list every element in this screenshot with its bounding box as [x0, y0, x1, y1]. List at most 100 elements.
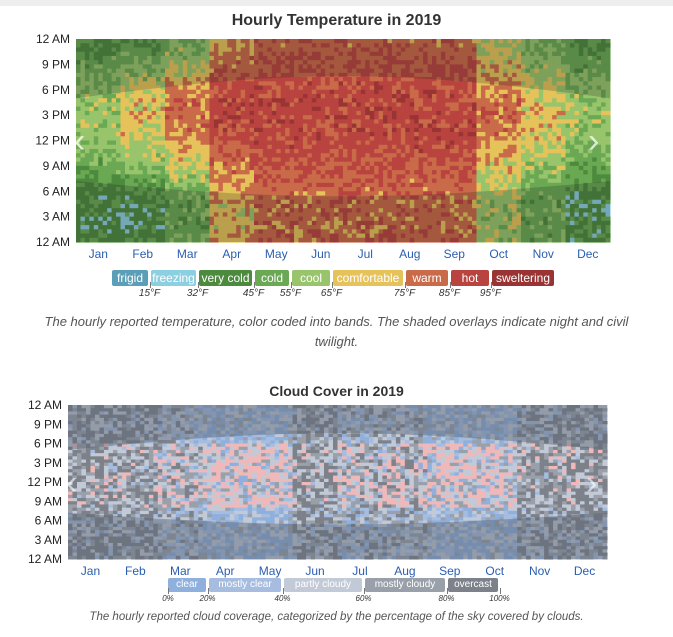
- heatmap-cell: [93, 77, 99, 82]
- heatmap-cell: [173, 68, 179, 74]
- heatmap-cell: [165, 220, 171, 226]
- heatmap-cell: [102, 233, 108, 239]
- heatmap-cell: [76, 102, 82, 108]
- heatmap-cell: [124, 127, 130, 133]
- heatmap-cell: [93, 161, 99, 167]
- heatmap-cell: [165, 195, 171, 201]
- heatmap-cell: [89, 220, 95, 226]
- heatmap-cell: [102, 208, 108, 213]
- heatmap-cell: [84, 153, 90, 159]
- heatmap-cell: [89, 178, 95, 184]
- heatmap-cell: [129, 110, 135, 116]
- heatmap-cell: [160, 182, 166, 188]
- heatmap-cell: [84, 39, 90, 44]
- heatmap-cell: [138, 85, 144, 91]
- heatmap-cell: [76, 132, 82, 137]
- heatmap-cell: [169, 102, 175, 108]
- heatmap-cell: [89, 225, 95, 230]
- heatmap-cell: [156, 208, 162, 213]
- heatmap-cell: [111, 115, 117, 120]
- heatmap-cell: [76, 140, 82, 146]
- heatmap-cell: [138, 51, 144, 57]
- heatmap-cell: [182, 106, 188, 112]
- heatmap-cell: [76, 98, 82, 104]
- heatmap-cell: [160, 39, 166, 44]
- heatmap-cell: [178, 136, 184, 142]
- heatmap-cell: [138, 72, 144, 78]
- heatmap-cell: [156, 153, 162, 159]
- heatmap-cell: [173, 220, 179, 226]
- heatmap-cell: [151, 93, 157, 99]
- heatmap-cell: [116, 115, 122, 120]
- heatmap-cell: [178, 93, 184, 99]
- heatmap-cell: [178, 165, 184, 171]
- heatmap-cell: [173, 64, 179, 70]
- heatmap-cell: [138, 212, 144, 218]
- heatmap-cell: [124, 178, 130, 184]
- heatmap-cell: [178, 39, 184, 44]
- heatmap-cell: [133, 51, 139, 57]
- heatmap-cell: [147, 165, 153, 171]
- heatmap-cell: [147, 123, 153, 129]
- heatmap-cell: [98, 127, 104, 133]
- heatmap-cell: [116, 43, 122, 49]
- heatmap-cell: [107, 216, 113, 222]
- heatmap-cell: [111, 233, 117, 239]
- heatmap-cell: [129, 157, 135, 163]
- heatmap-column: [182, 39, 188, 243]
- heatmap-cell: [76, 81, 82, 87]
- heatmap-cell: [129, 148, 135, 154]
- heatmap-cell: [147, 119, 153, 125]
- heatmap-cell: [84, 195, 90, 201]
- heatmap-cell: [93, 39, 99, 44]
- heatmap-cell: [160, 89, 166, 95]
- heatmap-cell: [187, 170, 193, 175]
- heatmap-cell: [80, 140, 86, 146]
- heatmap-cell: [116, 93, 122, 99]
- heatmap-cell: [147, 182, 153, 188]
- heatmap-cell: [129, 220, 135, 226]
- heatmap-cell: [133, 203, 139, 209]
- heatmap-cell: [89, 165, 95, 171]
- heatmap-cell: [147, 81, 153, 87]
- heatmap-cell: [142, 68, 148, 74]
- heatmap-cell: [89, 237, 95, 243]
- heatmap-cell: [120, 72, 126, 78]
- heatmap-cell: [147, 212, 153, 218]
- heatmap-cell: [169, 237, 175, 243]
- heatmap-cell: [84, 81, 90, 87]
- heatmap-cell: [89, 110, 95, 116]
- heatmap-cell: [187, 51, 193, 57]
- heatmap-cell: [129, 229, 135, 235]
- heatmap-cell: [129, 72, 135, 78]
- heatmap-cell: [169, 98, 175, 104]
- heatmap-cell: [169, 195, 175, 201]
- heatmap-cell: [138, 60, 144, 65]
- heatmap-cell: [151, 148, 157, 154]
- heatmap-cell: [89, 72, 95, 78]
- heatmap-column: [111, 39, 117, 243]
- heatmap-cell: [187, 93, 193, 99]
- heatmap-cell: [169, 199, 175, 205]
- heatmap-cell: [182, 136, 188, 142]
- heatmap-cell: [107, 170, 113, 175]
- heatmap-cell: [98, 98, 104, 104]
- heatmap-cell: [169, 225, 175, 230]
- heatmap-cell: [142, 106, 148, 112]
- heatmap-column: [178, 39, 184, 243]
- heatmap-cell: [129, 140, 135, 146]
- heatmap-cell: [116, 199, 122, 205]
- heatmap-cell: [116, 102, 122, 108]
- heatmap-cell: [173, 110, 179, 116]
- heatmap-cell: [107, 43, 113, 49]
- heatmap-cell: [107, 182, 113, 188]
- heatmap-cell: [111, 199, 117, 205]
- heatmap-cell: [89, 191, 95, 197]
- heatmap-cell: [151, 55, 157, 61]
- heatmap-cell: [169, 203, 175, 209]
- heatmap-cell: [111, 77, 117, 82]
- heatmap-cell: [89, 132, 95, 137]
- heatmap-cell: [187, 55, 193, 61]
- heatmap-cell: [107, 51, 113, 57]
- heatmap-cell: [111, 157, 117, 163]
